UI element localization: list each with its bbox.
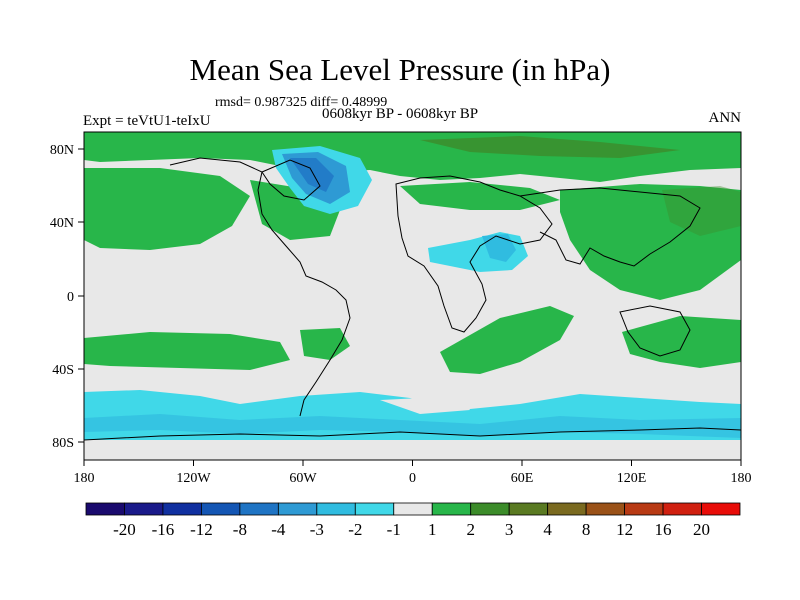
colorbar-label: 8 [582,520,591,539]
colorbar-swatch [393,502,433,516]
colorbar-swatch [662,502,702,516]
africa-eurasia-coastline [395,175,553,333]
lon-label: 0 [409,471,416,486]
antarctica-neutral [84,440,741,460]
colorbar-label: 4 [543,520,552,539]
antarctica-coastline [84,427,741,441]
longitude-axis: 180 120W 60W 0 60E 120E 180 [74,460,752,486]
colorbar-swatch [316,502,356,516]
colorbar-label: 12 [616,520,633,539]
south-america-region [300,328,350,360]
lon-label: 60W [289,471,317,486]
south-atlantic-indian-band [440,306,574,374]
asia-pacific-region [560,184,741,300]
colorbar-swatch [354,502,395,516]
arctic-strong-region [420,136,680,158]
lon-label: 180 [74,471,95,486]
colorbar-swatch [277,502,318,516]
lat-label: 40N [50,216,74,231]
latitude-axis: 80N 40N 0 40S 80S [50,143,84,451]
colorbar-label: 3 [505,520,514,539]
colorbar-swatch [431,502,472,516]
season-label: ANN [708,110,742,126]
colorbar-swatch [585,502,625,516]
east-asia-region [662,186,741,236]
australia-band [622,316,741,368]
rmsd-text: rmsd= 0.987325 diff= 0.48999 [215,95,388,110]
colorbar-swatch [239,502,279,516]
experiment-label: Expt = teVtU1-teIxU [83,113,211,129]
south-atlantic-neutral [380,396,470,414]
colorbar-label: -3 [310,520,324,539]
lon-label: 180 [731,471,752,486]
lat-label: 80S [52,436,74,451]
lat-label: 80N [50,143,74,158]
north-pacific-region [84,168,250,250]
lat-label: 40S [52,363,74,378]
colorbar-label: -4 [271,520,286,539]
colorbar-label: 16 [655,520,672,539]
colorbar-label: -8 [233,520,247,539]
greenland-core-negative [290,158,334,192]
colorbar-label: -20 [113,520,136,539]
colorbar-swatch [547,502,587,516]
colorbar-swatch [624,502,664,516]
colorbar-swatch [201,502,241,516]
arabia-core-negative [482,234,516,262]
colorbar-label: -12 [190,520,213,539]
lon-label: 120W [176,471,211,486]
colorbar-label: 20 [693,520,710,539]
colorbar-label: 2 [466,520,475,539]
colorbar-swatch [85,502,125,516]
colorbar-label: 1 [428,520,437,539]
lon-label: 120E [617,471,647,486]
colorbar-swatch [470,502,510,516]
lon-label: 60E [511,471,534,486]
colorbar-swatch [124,502,164,516]
europe-region [400,182,560,210]
greenland-coastline [261,159,321,201]
south-pacific-band [84,332,290,370]
colorbar-label: -1 [387,520,401,539]
colorbar-swatch [162,502,202,516]
colorbar-label: -16 [152,520,175,539]
coastlines [84,157,741,441]
map-plot-area [84,132,741,460]
asia-coastline [519,187,701,267]
lat-label: 0 [67,290,74,305]
colorbar-label: -2 [348,520,362,539]
colorbar-swatch [701,502,741,516]
period-label: 0608kyr BP - 0608kyr BP [322,106,479,122]
north-america-region [250,180,340,240]
australia-coastline [619,305,691,357]
colorbar-swatch [508,502,549,516]
map-title: Mean Sea Level Pressure (in hPa) [189,52,611,87]
colorbar: -20 -16 -12 -8 -4 -3 -2 -1 1 2 3 4 8 12 16 20 [85,502,741,539]
